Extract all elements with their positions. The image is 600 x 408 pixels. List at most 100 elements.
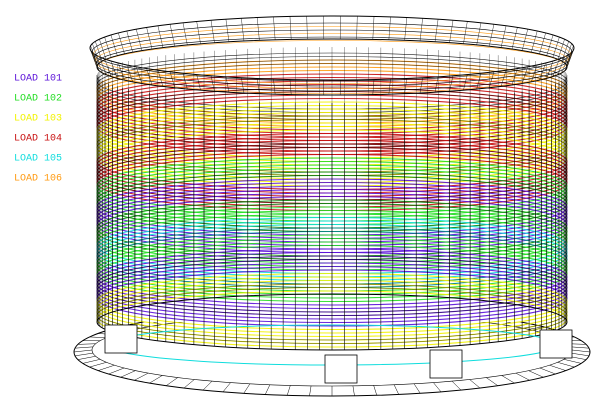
rim-radial (126, 64, 133, 82)
rim-radial (476, 22, 482, 45)
rim-radial (566, 45, 574, 66)
rim-radial (539, 62, 546, 81)
base-radial (413, 383, 421, 394)
rim-radial (564, 43, 572, 64)
base-radial (571, 346, 590, 349)
rim-radial (196, 21, 201, 44)
top-edge (96, 38, 568, 96)
rim-radial (404, 17, 407, 41)
rim-radial (92, 52, 100, 71)
rim-radial (449, 75, 454, 92)
legend-label: LOAD 104 (14, 134, 62, 145)
rim-radial (241, 18, 245, 42)
rim-radial (146, 68, 153, 86)
base-radial (77, 356, 96, 360)
rim-radial (196, 74, 201, 91)
rim-ring (92, 26, 572, 84)
base-radial (549, 364, 566, 371)
rim-radial (372, 79, 375, 95)
base-radial (74, 352, 93, 357)
rim-radial (169, 24, 175, 47)
rim-radial (557, 56, 565, 75)
rim-radial (511, 68, 518, 86)
rim-ring (91, 22, 573, 82)
rim-radial (90, 45, 98, 66)
base-radial (202, 380, 213, 391)
rim-radial (500, 25, 507, 48)
rim-radial (489, 24, 495, 47)
base-radial (563, 359, 582, 364)
rim-radial (95, 41, 103, 62)
base-radial (373, 385, 378, 396)
base-radial (486, 377, 498, 386)
base-radial (98, 364, 115, 371)
rim-radial (273, 79, 276, 95)
rim-radial (521, 29, 528, 51)
base-radial (539, 367, 556, 375)
base-radial (82, 359, 101, 364)
legend-label: LOAD 102 (14, 94, 62, 105)
rim-radial (110, 60, 118, 79)
rim-radial (257, 17, 260, 41)
rim-radial (388, 16, 391, 40)
rim-radial (92, 43, 100, 64)
base-radial (309, 385, 312, 396)
legend-label: LOAD 105 (14, 154, 62, 165)
rim-radial (306, 79, 308, 95)
tank-wireframe (73, 15, 591, 397)
opening (429, 349, 463, 379)
opening (324, 354, 358, 384)
legend-label: LOAD 106 (14, 174, 62, 185)
rim-radial (110, 34, 118, 56)
rim-radial (225, 19, 230, 42)
rim-radial (241, 77, 245, 93)
rim-radial (449, 20, 454, 43)
rim-radial (561, 41, 569, 62)
base-radial (557, 362, 575, 368)
rim-radial (511, 27, 518, 50)
rim-radial (419, 77, 423, 93)
base-radial (183, 379, 195, 389)
bottom-edge (96, 293, 568, 351)
rim-radial (99, 39, 107, 60)
rim-radial (539, 32, 546, 54)
rim-radial (118, 32, 125, 54)
rim-radial (521, 66, 528, 84)
rim-radial (463, 74, 468, 91)
rim-radial (99, 56, 107, 75)
base-radial (77, 343, 96, 345)
rim-radial (210, 20, 215, 43)
rim-radial (356, 16, 358, 40)
base-radial (571, 349, 591, 353)
rim-radial (273, 16, 276, 40)
rim-radial (552, 36, 560, 58)
legend-label: LOAD 101 (14, 74, 62, 85)
base-radial (166, 377, 178, 386)
rim-radial (89, 47, 98, 68)
rim-radial (552, 58, 560, 77)
rim-radial (104, 36, 112, 58)
rim-radial (257, 78, 260, 94)
base-radial (73, 349, 93, 353)
base-radial (264, 384, 271, 395)
rim-radial (557, 39, 565, 60)
rim-radial (434, 19, 439, 42)
base-radial (469, 379, 481, 389)
rim-radial (434, 76, 439, 93)
base-radial (451, 380, 462, 391)
rim-radial (546, 34, 554, 56)
base-radial (222, 382, 231, 393)
rim-radial (225, 76, 230, 93)
rim-radial (306, 16, 308, 40)
rim-radial (182, 22, 188, 45)
base-radial (120, 370, 136, 378)
rim-radial (118, 62, 125, 81)
base-radial (528, 370, 544, 378)
rim-radial (356, 79, 358, 95)
rim-radial (157, 25, 164, 48)
base-radial (515, 372, 530, 381)
base-radial (501, 375, 515, 384)
rim-radial (289, 16, 292, 40)
rim-radial (372, 16, 375, 40)
